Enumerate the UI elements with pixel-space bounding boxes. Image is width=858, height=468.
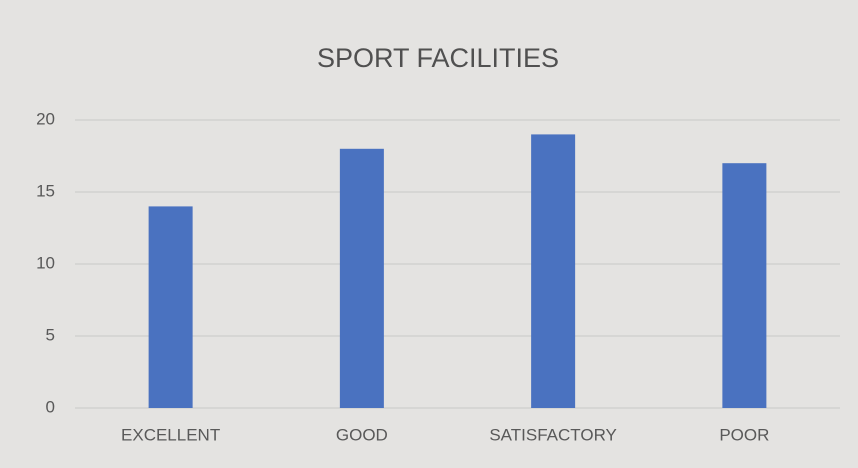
x-tick-label: POOR [719,425,769,444]
bar [148,206,193,408]
x-tick-label: GOOD [336,425,388,444]
x-tick-label: EXCELLENT [121,425,220,444]
y-tick-label: 15 [36,181,55,200]
chart-title: SPORT FACILITIES [317,43,559,73]
y-tick-label: 0 [46,397,55,416]
bar [722,163,767,408]
bar [531,134,576,408]
y-tick-label: 20 [36,109,55,128]
y-tick-label: 10 [36,253,55,272]
x-tick-label: SATISFACTORY [489,425,617,444]
bar [339,148,384,409]
y-tick-label: 5 [46,325,55,344]
